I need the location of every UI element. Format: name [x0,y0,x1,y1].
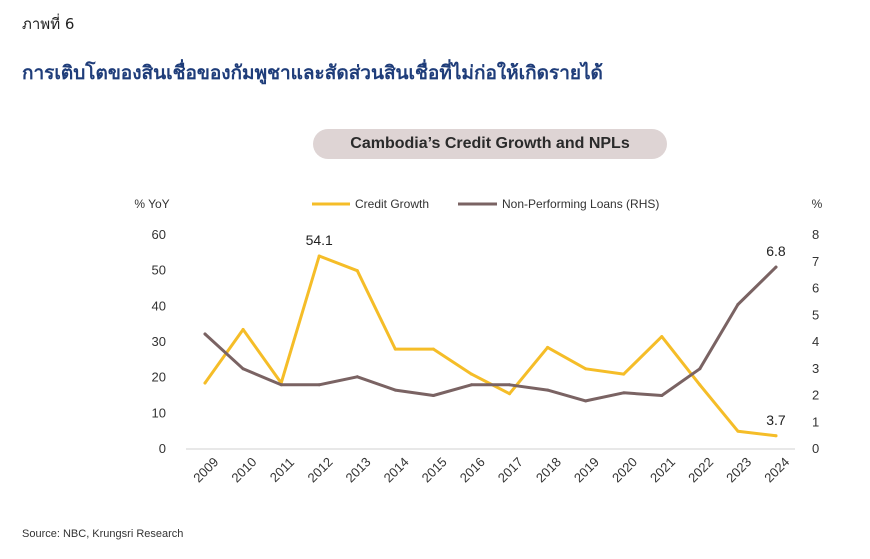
credit-growth-point-2024 [774,434,778,438]
right-tick-label: 2 [812,388,819,403]
npl-point-2014 [393,388,397,392]
npl-point-2023 [736,303,740,307]
credit-growth-point-2016 [469,372,473,376]
npl-line [203,265,778,403]
credit-growth-point-2020 [622,372,626,376]
data-label: 3.7 [766,412,786,428]
npl-point-2016 [469,383,473,387]
left-tick-label: 10 [152,405,166,420]
npl-point-2013 [355,375,359,379]
x-tick-label: 2010 [228,454,259,485]
credit-growth-point-2012 [317,254,321,258]
figure-label: ภาพที่ 6 [22,15,75,33]
credit-growth-point-2019 [584,367,588,371]
x-tick-label: 2009 [190,454,221,485]
figure-title: การเติบโตของสินเชื่อของกัมพูชาและสัดส่วน… [22,62,603,84]
npl-point-2018 [546,388,550,392]
npl-point-2019 [584,399,588,403]
left-tick-label: 50 [152,263,166,278]
left-tick-label: 30 [152,334,166,349]
credit-growth-point-2021 [660,335,664,339]
credit-growth-point-2010 [241,328,245,332]
credit-growth-line [203,254,778,438]
credit-growth-point-2009 [203,381,207,385]
credit-growth-point-2014 [393,347,397,351]
npl-point-2022 [698,367,702,371]
left-tick-label: 40 [152,298,166,313]
npl-point-2010 [241,367,245,371]
x-tick-label: 2021 [647,454,678,485]
x-tick-label: 2011 [267,455,297,485]
right-tick-label: 0 [812,441,819,456]
right-tick-label: 7 [812,254,819,269]
x-tick-label: 2016 [457,454,488,485]
right-tick-label: 4 [812,334,819,349]
x-tick-label: 2022 [685,454,716,485]
x-tick-label: 2012 [305,454,336,485]
left-tick-label: 0 [159,441,166,456]
chart-title: Cambodia’s Credit Growth and NPLs [313,129,667,159]
npl-point-2020 [622,391,626,395]
npl-point-2009 [203,332,207,336]
x-tick-label: 2019 [571,454,602,485]
right-tick-label: 1 [812,414,819,429]
left-tick-label: 60 [152,227,166,242]
legend: Credit Growth Non-Performing Loans (RHS) [312,197,659,211]
source-note: Source: NBC, Krungsri Research [22,528,184,540]
x-tick-label: 2013 [343,454,374,485]
legend-label-credit-growth: Credit Growth [355,197,429,211]
left-tick-label: 20 [152,370,166,385]
npl-point-2021 [660,394,664,397]
right-tick-label: 3 [812,361,819,376]
credit-growth-point-2013 [355,269,359,273]
npl-point-2012 [317,383,321,387]
credit-growth-point-2018 [546,345,550,349]
x-tick-label: 2015 [419,454,450,485]
credit-growth-point-2022 [698,383,702,387]
credit-growth-point-2017 [508,392,512,396]
x-tick-label: 2018 [533,454,564,485]
credit-growth-point-2023 [736,429,740,433]
credit-npl-chart: % YoY % Credit Growth Non-Performing Loa… [134,197,823,485]
data-label: 6.8 [766,243,786,259]
x-tick-label: 2014 [381,454,412,485]
x-tick-label: 2020 [609,454,640,485]
x-tick-label: 2024 [761,454,792,485]
right-tick-label: 5 [812,307,819,322]
legend-label-npl: Non-Performing Loans (RHS) [502,197,659,211]
right-axis-label: % [812,197,823,211]
data-label: 54.1 [306,232,333,248]
npl-point-2024 [774,265,778,269]
right-tick-label: 6 [812,281,819,296]
npl-point-2015 [431,394,435,397]
x-tick-label: 2017 [495,454,526,485]
x-tick-label: 2023 [723,454,754,485]
right-tick-label: 8 [812,227,819,242]
npl-point-2011 [279,383,283,387]
npl-point-2017 [508,383,512,387]
left-axis-label: % YoY [134,197,169,211]
credit-growth-point-2015 [431,347,435,351]
